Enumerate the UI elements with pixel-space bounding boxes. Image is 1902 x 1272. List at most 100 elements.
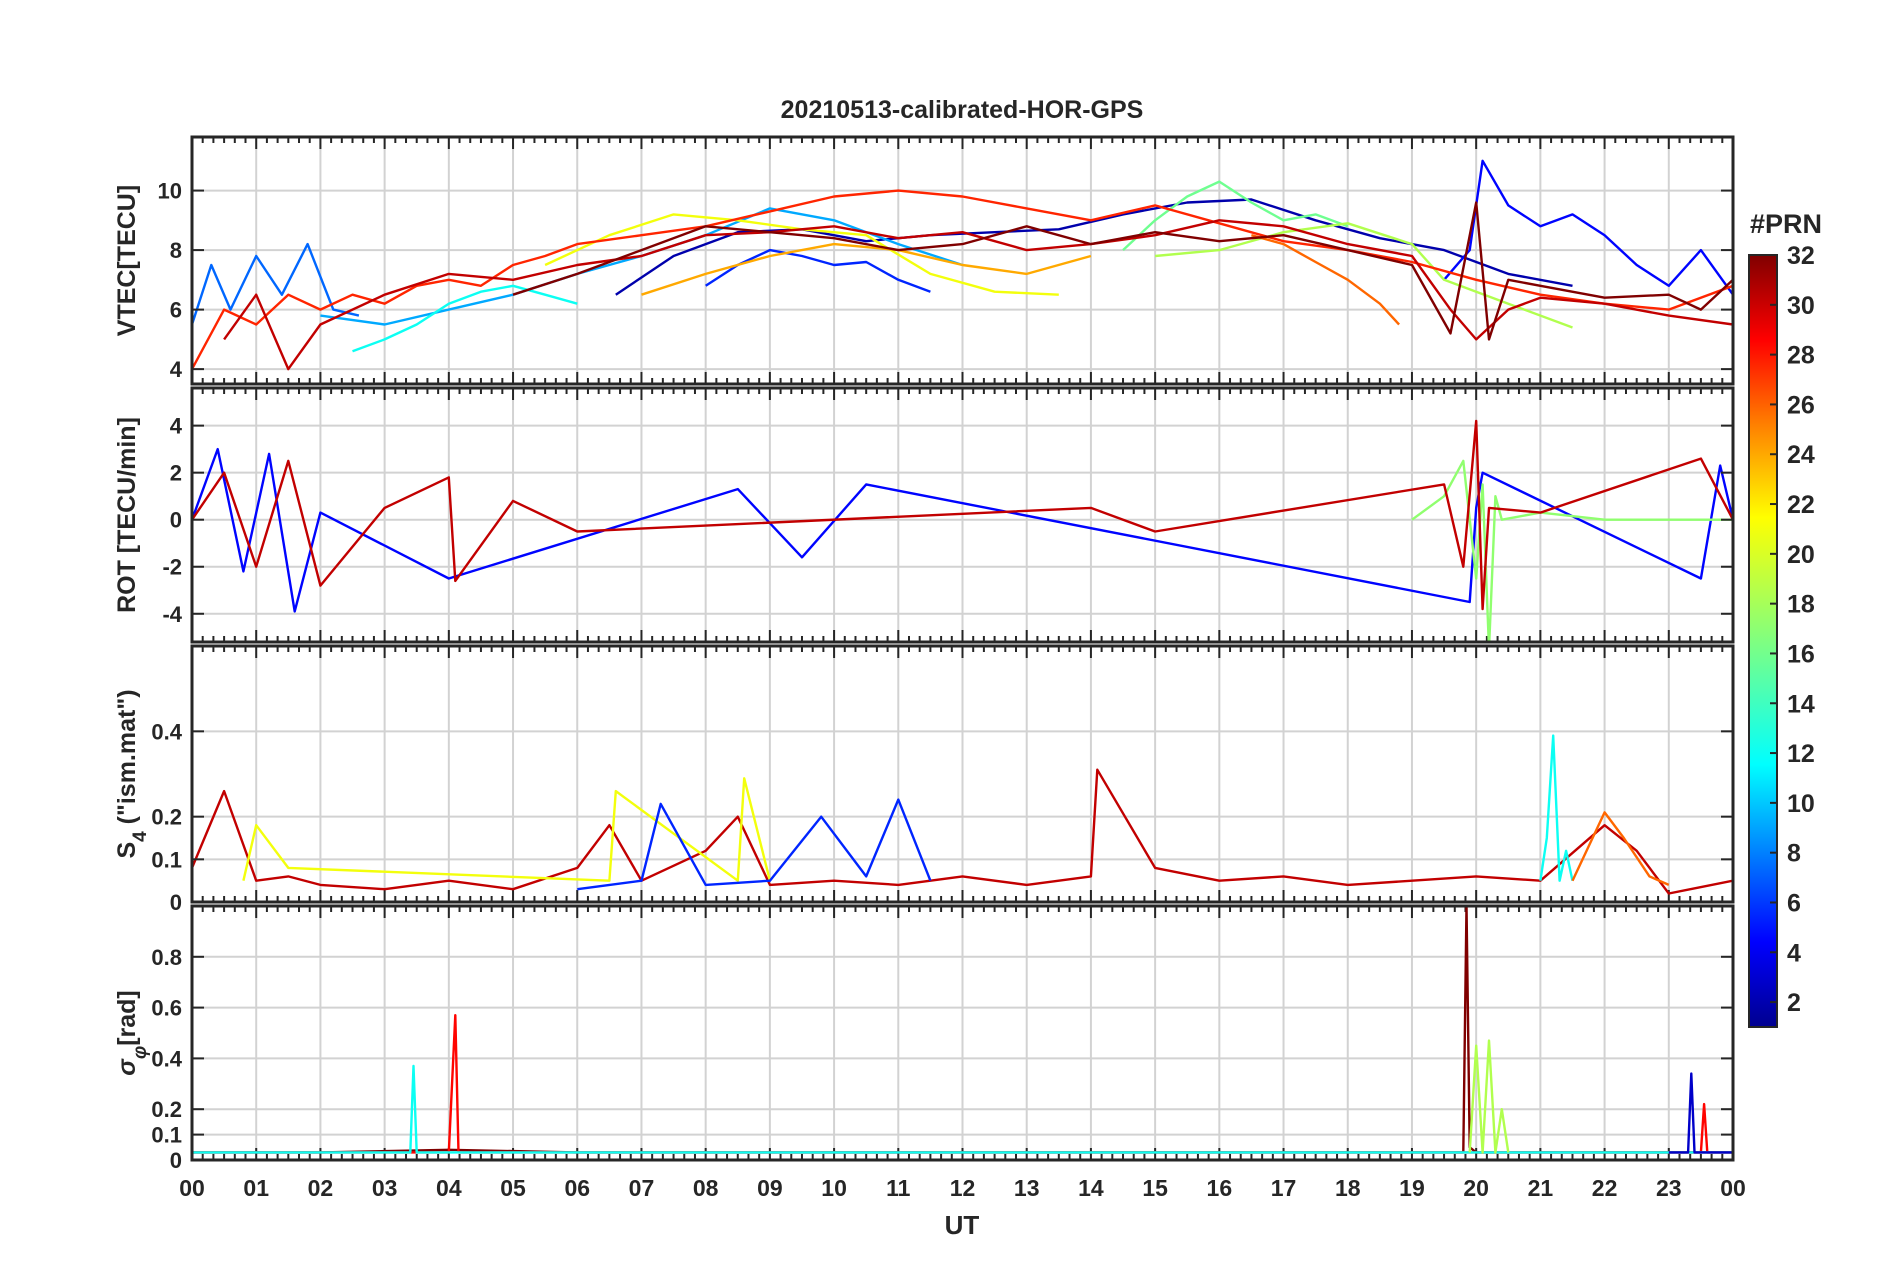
- y-tick-label: 6: [170, 298, 182, 323]
- series-line-prn-25: [1571, 811, 1670, 886]
- panel-rot: -4 -2 0 2 4 ROT [TECU/min]: [113, 386, 1735, 644]
- series-line-prn-8: [192, 242, 360, 325]
- y-axis-label: S4 ("ism.mat"): [113, 689, 151, 858]
- series-group: [192, 734, 1733, 895]
- series-line-prn-32: [512, 201, 1733, 341]
- series-group: [192, 159, 1733, 371]
- y-axis-label-main: S: [113, 842, 141, 859]
- colorbar-tick-label: 2: [1787, 989, 1801, 1017]
- y-tick-label: 0.6: [151, 996, 182, 1021]
- panel-frame: [190, 386, 1735, 644]
- series-line-prn-30: [223, 219, 1733, 371]
- x-tick-label: 03: [372, 1175, 398, 1201]
- y-tick-label: 0: [170, 890, 182, 915]
- y-axis-label: σφ[rad]: [113, 990, 151, 1076]
- x-tick-label: 02: [308, 1175, 334, 1201]
- series-group: [192, 419, 1733, 642]
- y-axis-label: VTEC[TECU]: [113, 185, 141, 336]
- x-tick-label: 09: [757, 1175, 783, 1201]
- colorbar-tick-label: 22: [1787, 491, 1815, 519]
- colorbar-tick-label: 30: [1787, 292, 1815, 320]
- x-tick-label: 23: [1656, 1175, 1682, 1201]
- x-tick-label: 04: [436, 1175, 462, 1201]
- y-tick-label: 0: [170, 1148, 182, 1173]
- x-tick-label: 17: [1271, 1175, 1297, 1201]
- y-axis-label-rest: ("ism.mat"): [113, 689, 141, 831]
- y-tick-label: 2: [170, 461, 182, 486]
- panel-frame: [190, 135, 1735, 386]
- series-line-prn-16: [1122, 180, 1349, 251]
- x-tick-label: 00: [179, 1175, 205, 1201]
- colorbar-tick-label: 12: [1787, 740, 1815, 768]
- panel-frame: [190, 904, 1735, 1162]
- colorbar-tick-label: 10: [1787, 790, 1815, 818]
- series-line-prn-3: [1668, 1072, 1733, 1154]
- y-tick-label: 0.4: [151, 719, 182, 744]
- y-tick-label: 4: [170, 414, 183, 439]
- y-tick-label: -4: [162, 602, 182, 627]
- colorbar-tick-label: 32: [1787, 242, 1815, 270]
- series-line-prn-6: [577, 798, 932, 891]
- colorbar-tick-label: 4: [1787, 939, 1801, 967]
- colorbar-tick-label: 6: [1787, 889, 1801, 917]
- colorbar-tick-label: 26: [1787, 391, 1815, 419]
- x-tick-label: 08: [693, 1175, 719, 1201]
- x-tick-label: 00: [1720, 1175, 1746, 1201]
- series-line-prn-13: [192, 1064, 1733, 1154]
- series-line-prn-23: [641, 242, 1092, 296]
- x-tick-label: 12: [950, 1175, 976, 1201]
- y-tick-label: 0.1: [151, 847, 182, 872]
- x-tick-label: 16: [1207, 1175, 1233, 1201]
- y-axis-label-sub: φ: [130, 1046, 151, 1059]
- series-line-prn-13: [1539, 734, 1574, 882]
- y-tick-label: 10: [158, 179, 182, 204]
- series-group: [192, 906, 1733, 1154]
- y-tick-label: -2: [162, 555, 182, 580]
- x-tick-label: 05: [500, 1175, 526, 1201]
- x-tick-label: 22: [1592, 1175, 1618, 1201]
- y-axis-label-sub: 4: [130, 831, 151, 842]
- series-line-prn-30: [192, 768, 1733, 895]
- series-line-prn-13: [352, 284, 578, 353]
- x-tick-label: 06: [564, 1175, 590, 1201]
- colorbar-tick-label: 16: [1787, 640, 1815, 668]
- x-tick-label: 15: [1142, 1175, 1168, 1201]
- x-tick-label: 21: [1528, 1175, 1554, 1201]
- y-tick-label: 0.4: [151, 1046, 182, 1071]
- y-axis-label-rest: [rad]: [113, 990, 141, 1046]
- x-tick-label: 18: [1335, 1175, 1361, 1201]
- y-tick-label: 8: [170, 238, 182, 263]
- colorbar-tick-label: 18: [1787, 591, 1815, 619]
- y-tick-label: 0.8: [151, 945, 182, 970]
- x-tick-label: 19: [1399, 1175, 1425, 1201]
- x-tick-label: 10: [821, 1175, 847, 1201]
- colorbar-tick-label: 24: [1787, 441, 1815, 469]
- series-line-prn-27: [192, 189, 1733, 370]
- panel-vtec: 4 6 8 10 VTEC[TECU]: [113, 135, 1735, 386]
- colorbar-tick-label: 20: [1787, 541, 1815, 569]
- series-line-prn-30: [192, 419, 1733, 611]
- colorbar-tick-label: 8: [1787, 840, 1801, 868]
- series-line-prn-25: [1251, 234, 1400, 326]
- y-axis-label-main: σ: [113, 1058, 141, 1076]
- x-tick-label: 11: [886, 1175, 911, 1201]
- colorbar-gradient: [1748, 254, 1778, 1028]
- x-axis-label: UT: [945, 1210, 980, 1240]
- y-axis-label: ROT [TECU/min]: [113, 417, 141, 613]
- y-tick-label: 0.1: [151, 1123, 182, 1148]
- y-tick-label: 4: [170, 357, 183, 382]
- panel-sigma_phi: 00.10.20.40.60.8σφ[rad]: [113, 904, 1735, 1173]
- series-line-prn-18: [1154, 222, 1573, 329]
- chart-title: 20210513-calibrated-HOR-GPS: [781, 96, 1144, 124]
- panel-frame: [190, 644, 1735, 904]
- y-tick-label: 0.2: [151, 1097, 182, 1122]
- colorbar-tick-label: 14: [1787, 690, 1815, 718]
- y-tick-label: 0: [170, 508, 182, 533]
- colorbar-label: #PRN: [1750, 209, 1822, 239]
- x-tick-label: 01: [243, 1175, 269, 1201]
- y-tick-label: 0.2: [151, 805, 182, 830]
